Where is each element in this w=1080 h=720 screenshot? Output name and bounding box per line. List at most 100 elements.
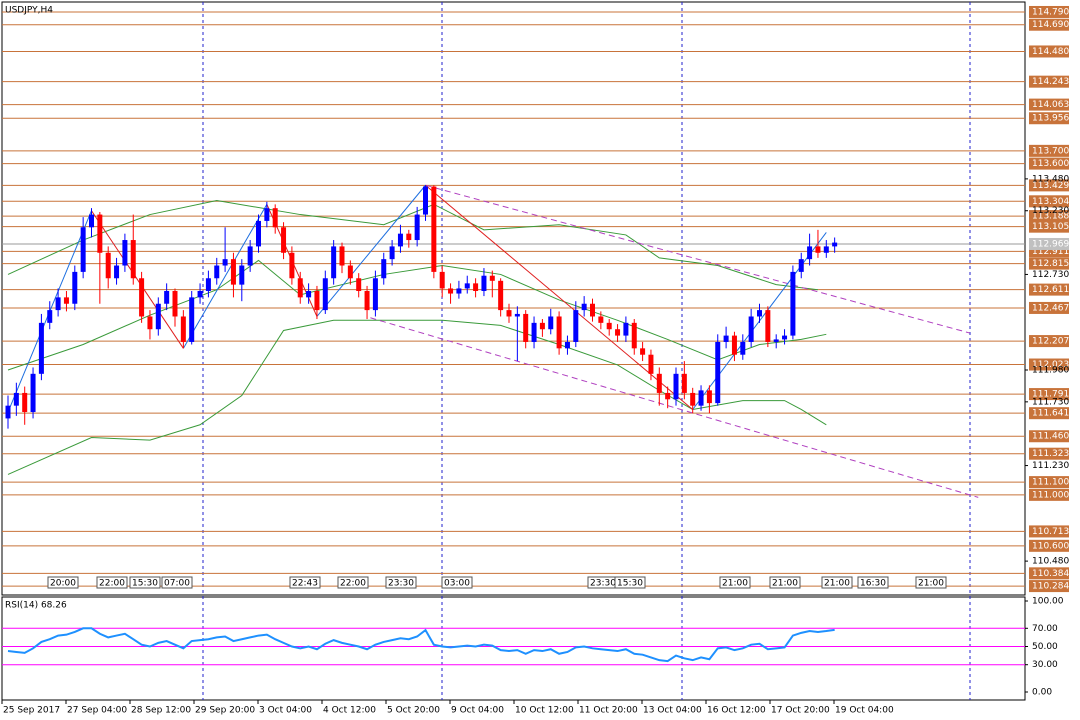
level-label: 113.429 (1032, 181, 1069, 191)
level-box (1029, 335, 1069, 348)
x-tick-label: 16 Oct 12:00 (707, 706, 766, 716)
candle-body (523, 313, 529, 342)
level-box (1029, 257, 1069, 270)
level-label: 113.304 (1032, 197, 1069, 207)
candle-body (147, 316, 153, 330)
candle-body (372, 278, 378, 311)
x-tick-label: 28 Sep 12:00 (131, 706, 191, 716)
time-axis: 25 Sep 2017 27 Sep 04:00 28 Sep 12:00 29 Se… (1, 700, 894, 716)
event-label: 21:00 (772, 579, 798, 589)
candle-body (698, 390, 704, 406)
overlay-line (425, 184, 971, 334)
levels (2, 11, 1025, 587)
candle-body (72, 271, 78, 304)
level-box (1029, 220, 1069, 233)
candle-body (681, 373, 687, 393)
overlay-line (7, 200, 819, 291)
level-box (1029, 195, 1069, 208)
event-label: 21:00 (722, 579, 748, 589)
level-label: 112.467 (1032, 303, 1069, 313)
event-label: 21:00 (824, 579, 850, 589)
candle-body (665, 392, 671, 400)
event-box (719, 576, 751, 589)
level-box (1029, 447, 1069, 460)
candle-body (514, 313, 520, 317)
level-label: 114.480 (1032, 47, 1069, 57)
event-box (289, 576, 321, 589)
candle-body (757, 310, 762, 317)
event-box (47, 576, 79, 589)
level-box (1029, 144, 1069, 157)
candle-body (155, 303, 161, 330)
level-box (1029, 157, 1069, 170)
event-label: 22:00 (99, 579, 125, 589)
candle-body (406, 233, 412, 241)
candle-body (130, 240, 136, 279)
candle-body (623, 322, 629, 336)
zigzag-segment (91, 210, 184, 349)
level-label: 113.188 (1032, 212, 1069, 222)
event-label: 16:30 (860, 579, 886, 589)
candle-body (790, 271, 796, 336)
event-box (129, 576, 161, 589)
x-tick-label: 27 Sep 04:00 (67, 706, 127, 716)
candle-body (439, 271, 445, 289)
candle-body (347, 265, 353, 279)
candle-body (364, 291, 370, 311)
candle-body (706, 390, 712, 404)
level-box (1029, 210, 1069, 223)
level-label: 112.207 (1032, 337, 1069, 347)
candle-body (256, 220, 261, 247)
candle-body (481, 275, 487, 292)
event-label: 15:30 (617, 579, 643, 589)
level-label: 112.815 (1032, 259, 1069, 269)
zigzag-segment (425, 184, 694, 410)
event-box (385, 576, 417, 589)
level-box (1029, 476, 1069, 489)
current-price-label: 112.969 (1032, 239, 1069, 249)
candle-body (731, 335, 737, 355)
candle-body (105, 252, 111, 279)
candle-body (89, 214, 94, 228)
level-box (1029, 488, 1069, 501)
candle-body (815, 246, 821, 253)
y-tick-label: 111.230 (1032, 461, 1069, 471)
candle-body (139, 278, 145, 317)
level-label: 112.611 (1032, 285, 1069, 295)
candle-body (306, 291, 312, 298)
candle-body (464, 283, 470, 289)
level-label: 110.284 (1032, 582, 1069, 592)
candle-body (656, 373, 662, 393)
rsi-title: RSI(14) 68.26 (5, 601, 67, 611)
candle-body (640, 348, 646, 355)
level-box (1029, 75, 1069, 88)
candle-body (38, 322, 44, 374)
candle-body (239, 265, 245, 285)
candle-body (314, 291, 320, 311)
candle-body (13, 392, 19, 406)
x-tick-label: 29 Sep 20:00 (195, 706, 255, 716)
level-box (1029, 539, 1069, 552)
candle-body (264, 208, 270, 221)
rsi-tick-label: 70.00 (1032, 624, 1058, 634)
level-box (1029, 5, 1069, 18)
level-label: 111.460 (1032, 432, 1069, 442)
candle-body (539, 322, 545, 330)
event-label: 20:00 (50, 579, 76, 589)
x-tick-label: 3 Oct 04:00 (259, 706, 312, 716)
level-label: 111.100 (1032, 478, 1069, 488)
level-box (1029, 18, 1069, 31)
level-box (1029, 358, 1069, 371)
candle-body (30, 373, 36, 413)
candle-body (47, 310, 53, 323)
candle-body (548, 316, 554, 330)
candle-body (331, 246, 337, 279)
rsi-tick-label: 0.00 (1032, 688, 1052, 698)
candle-body (765, 310, 771, 342)
event-box (769, 576, 801, 589)
candle-body (473, 283, 479, 292)
event-label: 22:43 (292, 579, 318, 589)
chart-title: USDJPY,H4 (5, 6, 53, 16)
level-label: 111.323 (1032, 449, 1069, 459)
